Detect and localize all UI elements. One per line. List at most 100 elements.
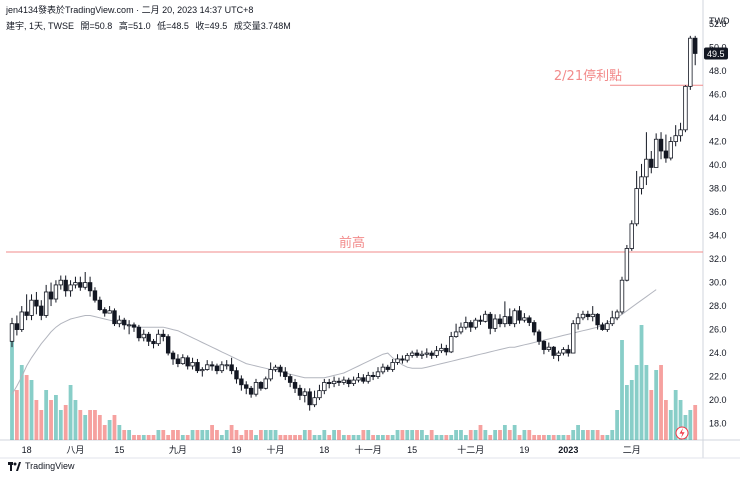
- candle: [263, 376, 268, 390]
- volume-bar: [293, 435, 297, 440]
- candle: [78, 276, 83, 291]
- y-tick-label: 40.0: [709, 160, 727, 170]
- candle: [165, 334, 171, 356]
- last-price-tag: [704, 47, 728, 60]
- volume-bar: [605, 435, 610, 440]
- volume-bar: [254, 435, 258, 440]
- footer-brand[interactable]: TradingView: [8, 461, 75, 471]
- candle-body: [546, 346, 551, 350]
- volume-bar: [405, 430, 410, 440]
- x-tick-label: 二月: [623, 445, 641, 455]
- volume-bar: [527, 430, 532, 440]
- volume-bar: [385, 435, 390, 440]
- tradingview-logo-icon: [8, 461, 21, 471]
- volume-bar: [546, 435, 551, 440]
- candle-body: [107, 310, 112, 314]
- volume-bar: [410, 430, 415, 440]
- volume-bar: [215, 430, 219, 440]
- tradingview-brand: TradingView: [25, 461, 75, 471]
- candle: [302, 388, 307, 403]
- candle: [658, 132, 664, 160]
- candle-body: [663, 150, 669, 159]
- volume-bar: [439, 435, 444, 440]
- x-tick-label: 九月: [169, 445, 187, 455]
- candle-body: [507, 316, 512, 325]
- candle: [204, 360, 210, 371]
- candle-body: [326, 382, 332, 385]
- candle-body: [156, 333, 161, 345]
- volume-bar: [361, 430, 366, 440]
- volume-bar: [327, 435, 332, 440]
- candle: [268, 362, 273, 382]
- y-tick-label: 44.0: [709, 113, 727, 123]
- candle-body: [375, 371, 381, 377]
- volume-bar: [19, 365, 24, 440]
- low-value: 低=48.5: [157, 21, 189, 31]
- volume-bar: [629, 380, 634, 440]
- candle: [429, 350, 434, 359]
- price-axis[interactable]: TWD 18.0 20.0 22.0 24.0 26.0 28.0 30.0 32.0 34.0 3…: [704, 16, 730, 429]
- candle-body: [463, 322, 469, 328]
- candle: [531, 320, 537, 336]
- volume-bar: [219, 435, 224, 440]
- x-tick-label: 15: [114, 445, 124, 455]
- volume-bar: [390, 435, 395, 440]
- candle: [322, 378, 327, 395]
- time-axis[interactable]: 18 八月 15 九月 19 十月 18 十一月 15 十二月 19 2023 二月: [22, 444, 641, 455]
- candle: [649, 150, 654, 174]
- volume-bar: [93, 410, 97, 440]
- candle: [151, 338, 156, 349]
- candle: [68, 280, 73, 297]
- candle-body: [419, 353, 425, 356]
- volume-bar: [371, 435, 376, 440]
- candle: [292, 378, 298, 394]
- candle-body: [400, 358, 405, 361]
- candle: [92, 287, 98, 303]
- candle: [224, 360, 229, 370]
- candle: [346, 377, 351, 388]
- candle-body: [575, 317, 581, 325]
- volume-bar: [278, 435, 283, 440]
- candle: [366, 371, 371, 384]
- candle: [297, 384, 303, 401]
- candle-body: [668, 141, 673, 159]
- candle: [541, 340, 547, 355]
- candle-body: [68, 284, 73, 292]
- candle-body: [97, 299, 103, 310]
- volume-bar: [288, 435, 293, 440]
- candle-body: [244, 384, 249, 389]
- currency-label: TWD: [709, 16, 730, 26]
- volume-bar: [205, 430, 210, 440]
- candle-body: [561, 349, 566, 354]
- candle-body: [78, 282, 83, 288]
- candle-body: [58, 279, 63, 286]
- candle: [122, 317, 127, 330]
- candle: [234, 367, 239, 384]
- last-price-label: 49.5: [707, 49, 725, 59]
- volume-bar: [537, 435, 541, 440]
- y-tick-label: 46.0: [709, 90, 727, 100]
- candle-body: [673, 135, 678, 142]
- candle-body: [341, 379, 347, 383]
- volume-bar: [634, 365, 639, 440]
- header-separator: ·: [136, 5, 140, 15]
- candle: [161, 329, 166, 342]
- volume-bar: [420, 430, 424, 440]
- candle-body: [170, 352, 176, 360]
- symbol-info[interactable]: 建宇, 1天, TWSE: [6, 21, 75, 31]
- volume-bar: [195, 430, 200, 440]
- candle: [48, 282, 54, 307]
- volume-bar: [576, 425, 580, 440]
- x-tick-label: 十二月: [457, 444, 484, 455]
- candle-body: [414, 352, 420, 356]
- volume-bar: [58, 410, 63, 440]
- volume-bar: [176, 430, 180, 440]
- candle: [444, 344, 449, 356]
- candle-body: [92, 290, 98, 301]
- candle-body: [263, 378, 268, 389]
- volume-bar: [400, 430, 405, 440]
- candle: [112, 308, 117, 327]
- candle: [351, 376, 356, 386]
- candle-body: [439, 347, 444, 352]
